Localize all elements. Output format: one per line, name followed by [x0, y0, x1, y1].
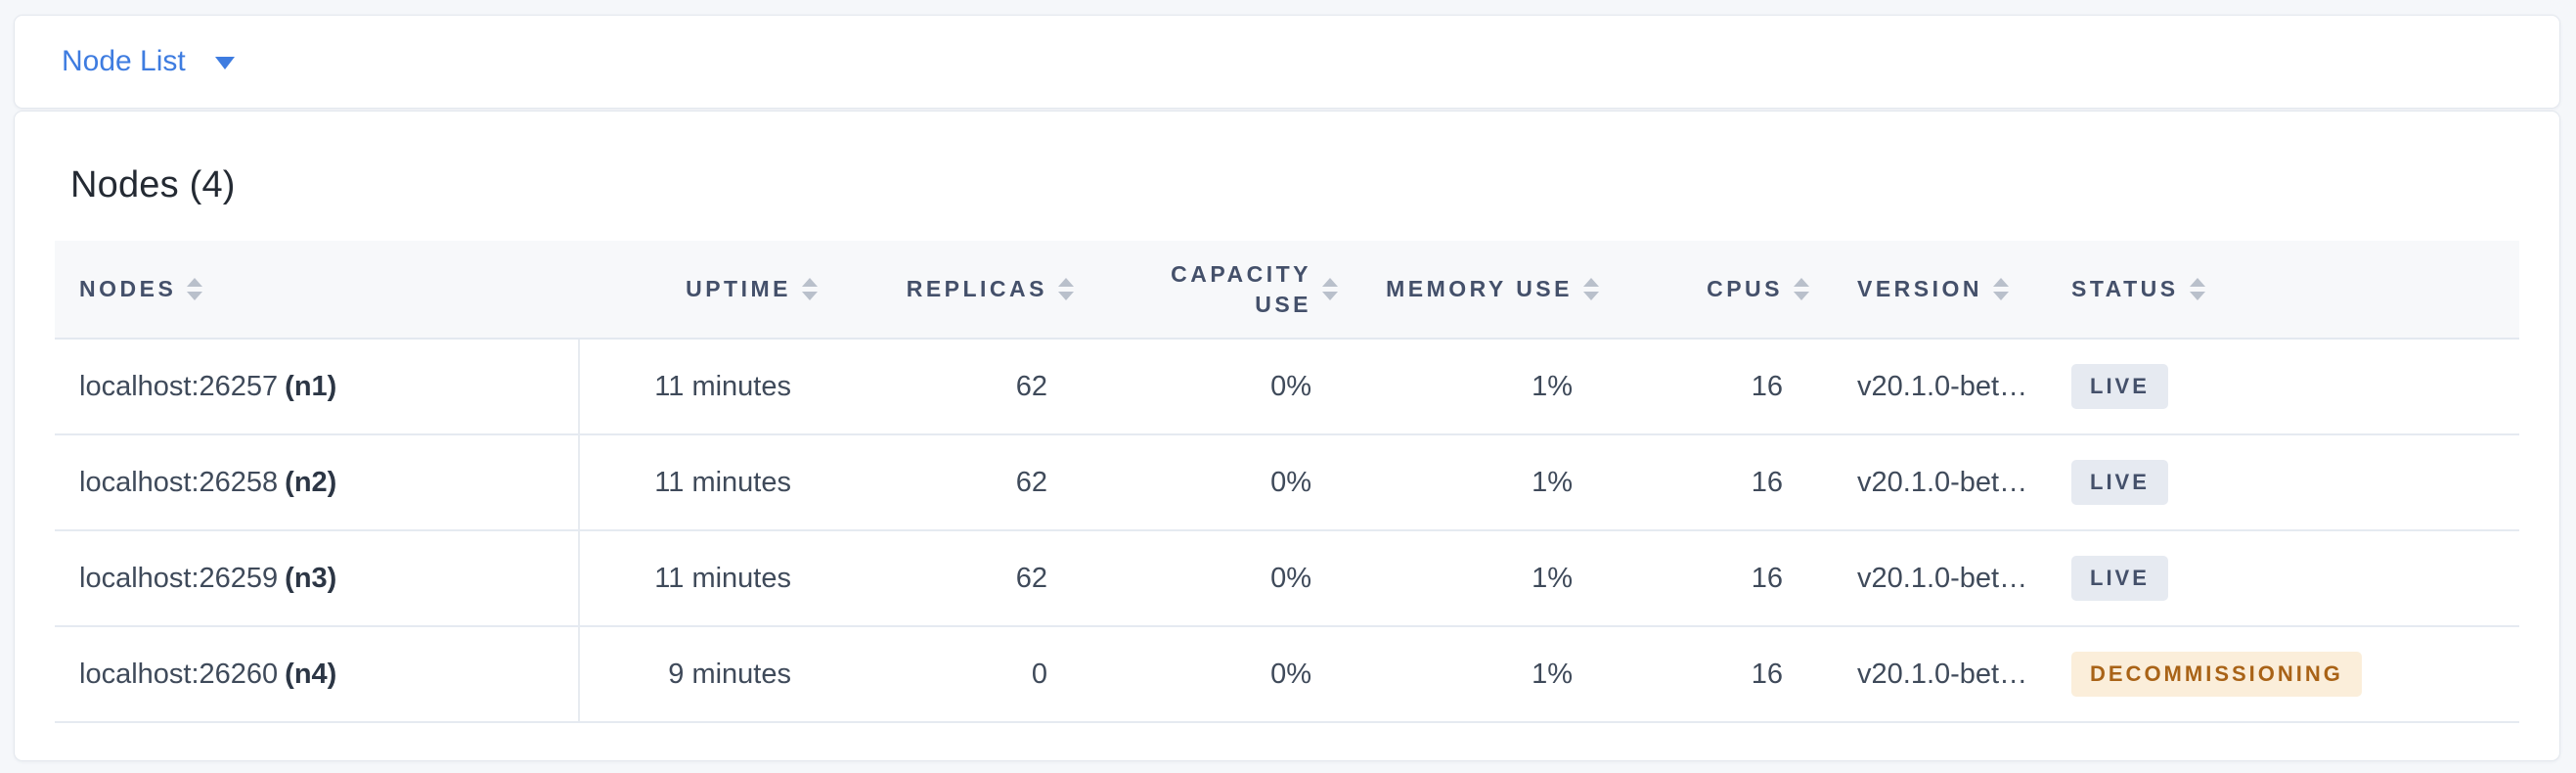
uptime-cell: 11 minutes [579, 530, 828, 627]
column-label: REPLICAS [906, 276, 1047, 301]
sort-icon [1311, 278, 1349, 300]
view-selector-dropdown[interactable]: Node List [62, 45, 235, 78]
capacity-use-cell: 0% [1085, 626, 1349, 723]
node-address-cell[interactable]: localhost:26259 (n3) [55, 530, 580, 627]
table-row: localhost:26260 (n4) 9 minutes 0 0% 1% 16… [55, 626, 2519, 723]
replicas-cell: 62 [828, 530, 1085, 627]
node-address: localhost:26259 [79, 562, 279, 594]
node-id: (n4) [285, 658, 337, 690]
column-label: CAPACITY USE [1171, 260, 1311, 317]
nodes-panel: Nodes (4) NODES UPTIME REPLICAS [14, 111, 2560, 761]
view-selector-label: Node List [62, 45, 186, 77]
sort-icon [2179, 278, 2216, 300]
status-badge: LIVE [2071, 556, 2168, 601]
node-id: (n1) [285, 370, 337, 402]
replicas-cell: 62 [828, 434, 1085, 531]
memory-use-cell: 1% [1349, 339, 1610, 435]
memory-use-cell: 1% [1349, 530, 1610, 627]
caret-down-icon [214, 57, 235, 69]
nodes-table: NODES UPTIME REPLICAS CAPACITY USE MEMOR… [55, 241, 2519, 723]
replicas-cell: 62 [828, 339, 1085, 435]
column-label: STATUS [2071, 276, 2179, 301]
replicas-cell: 0 [828, 626, 1085, 723]
sort-icon [1047, 278, 1085, 300]
column-header-memory-use[interactable]: MEMORY USE [1349, 241, 1610, 340]
column-label: UPTIME [686, 276, 791, 301]
version-cell: v20.1.0-bet… [1820, 339, 2045, 435]
table-row: localhost:26258 (n2) 11 minutes 62 0% 1% … [55, 434, 2519, 531]
status-badge: LIVE [2071, 460, 2168, 505]
column-label: CPUS [1707, 276, 1783, 301]
table-row: localhost:26259 (n3) 11 minutes 62 0% 1% … [55, 530, 2519, 627]
node-address: localhost:26257 [79, 370, 279, 402]
column-header-status[interactable]: STATUS [2045, 241, 2519, 340]
version-cell: v20.1.0-bet… [1820, 434, 2045, 531]
column-header-uptime[interactable]: UPTIME [579, 241, 828, 340]
capacity-use-cell: 0% [1085, 339, 1349, 435]
column-header-replicas[interactable]: REPLICAS [828, 241, 1085, 340]
uptime-cell: 11 minutes [579, 434, 828, 531]
node-id: (n3) [285, 562, 337, 594]
status-cell: LIVE [2045, 339, 2519, 435]
version-cell: v20.1.0-bet… [1820, 530, 2045, 627]
table-row: localhost:26257 (n1) 11 minutes 62 0% 1% … [55, 339, 2519, 435]
cpus-cell: 16 [1610, 530, 1820, 627]
cpus-cell: 16 [1610, 339, 1820, 435]
status-badge: LIVE [2071, 364, 2168, 409]
uptime-cell: 11 minutes [579, 339, 828, 435]
node-address: localhost:26260 [79, 658, 279, 690]
cpus-cell: 16 [1610, 626, 1820, 723]
node-address-cell[interactable]: localhost:26257 (n1) [55, 339, 580, 435]
table-header-row: NODES UPTIME REPLICAS CAPACITY USE MEMOR… [55, 241, 2519, 340]
cpus-cell: 16 [1610, 434, 1820, 531]
node-address-cell[interactable]: localhost:26258 (n2) [55, 434, 580, 531]
status-cell: LIVE [2045, 434, 2519, 531]
column-header-cpus[interactable]: CPUS [1610, 241, 1820, 340]
sort-icon [1573, 278, 1610, 300]
uptime-cell: 9 minutes [579, 626, 828, 723]
status-cell: DECOMMISSIONING [2045, 626, 2519, 723]
sort-icon [791, 278, 828, 300]
column-header-capacity-use[interactable]: CAPACITY USE [1085, 241, 1349, 340]
node-id: (n2) [285, 466, 337, 498]
capacity-use-cell: 0% [1085, 434, 1349, 531]
memory-use-cell: 1% [1349, 626, 1610, 723]
sort-icon [176, 278, 213, 300]
status-badge: DECOMMISSIONING [2071, 652, 2362, 697]
status-cell: LIVE [2045, 530, 2519, 627]
column-label: VERSION [1857, 276, 1983, 301]
memory-use-cell: 1% [1349, 434, 1610, 531]
version-cell: v20.1.0-bet… [1820, 626, 2045, 723]
column-header-version[interactable]: VERSION [1820, 241, 2045, 340]
capacity-use-cell: 0% [1085, 530, 1349, 627]
node-address: localhost:26258 [79, 466, 279, 498]
column-label: NODES [79, 276, 177, 301]
column-label: MEMORY USE [1386, 276, 1573, 301]
sort-icon [1982, 278, 2020, 300]
column-header-nodes[interactable]: NODES [55, 241, 579, 340]
view-selector-card: Node List [14, 15, 2560, 109]
page-title: Nodes (4) [70, 164, 236, 205]
node-address-cell[interactable]: localhost:26260 (n4) [55, 626, 580, 723]
sort-icon [1783, 278, 1820, 300]
